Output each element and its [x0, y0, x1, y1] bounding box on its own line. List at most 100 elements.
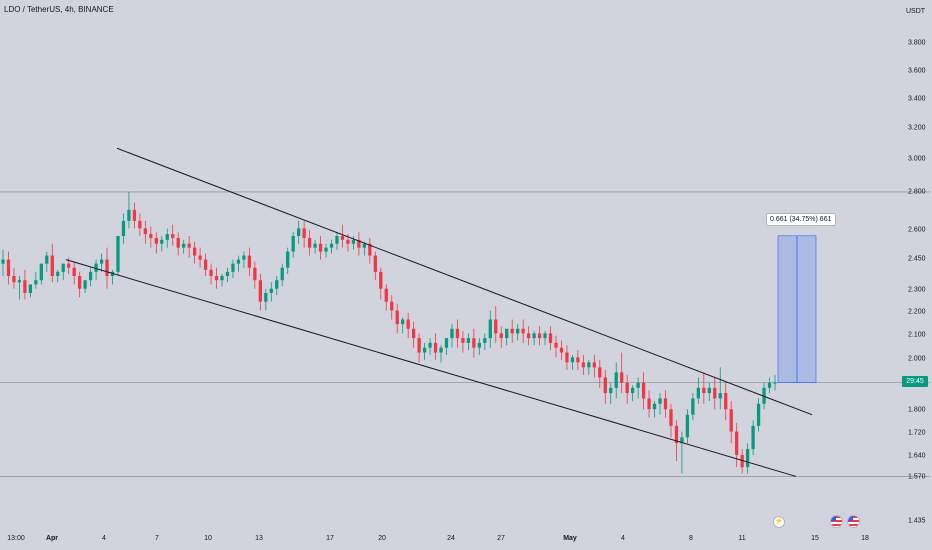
- candle-body: [609, 387, 613, 394]
- candle-body: [324, 247, 328, 252]
- candle-body: [297, 228, 301, 237]
- candle-body: [521, 328, 525, 334]
- y-tick-label: 2.450: [908, 256, 926, 263]
- candle-body: [275, 280, 279, 289]
- y-tick-label: 2.200: [908, 309, 926, 316]
- candle-body: [160, 239, 164, 244]
- candle-body: [45, 255, 49, 264]
- us-flag-icon[interactable]: [830, 515, 843, 528]
- candle-body: [6, 259, 11, 277]
- candle-body: [83, 280, 87, 289]
- candle-body: [269, 288, 273, 293]
- y-tick-label: 1.720: [908, 430, 926, 437]
- candle-body: [745, 449, 750, 468]
- candle-body: [702, 387, 706, 394]
- candle-body: [214, 276, 219, 281]
- candle-body: [756, 403, 761, 426]
- candle-body: [329, 243, 334, 248]
- candle-body: [264, 292, 268, 302]
- candle-body: [598, 367, 602, 378]
- x-tick-label: 17: [326, 535, 334, 542]
- candle-body: [401, 319, 405, 325]
- y-tick-label: 3.600: [908, 68, 926, 75]
- candle-body: [641, 382, 646, 399]
- candle-body: [565, 352, 569, 363]
- candle-body: [592, 362, 596, 368]
- candle-body: [680, 437, 684, 444]
- candle-body: [291, 236, 295, 252]
- candle-body: [12, 276, 16, 283]
- x-tick-label: 15: [811, 535, 819, 542]
- flash-icon[interactable]: ⚡: [773, 516, 785, 528]
- candle-body: [23, 280, 27, 293]
- x-tick-label: 8: [689, 535, 693, 542]
- candle-body: [318, 243, 323, 252]
- candle-body: [674, 425, 679, 444]
- candle-body: [220, 276, 224, 281]
- candle-body: [198, 255, 202, 260]
- candle-body: [439, 347, 443, 353]
- candle-body: [450, 328, 454, 339]
- candle-body: [236, 259, 241, 264]
- candle-body: [669, 409, 673, 426]
- candle-body: [543, 333, 547, 339]
- candle-body: [99, 259, 104, 264]
- candle-body: [149, 234, 153, 238]
- y-tick-label: 3.400: [908, 96, 926, 103]
- candle-body: [176, 237, 180, 248]
- candle-body: [466, 338, 471, 343]
- candle-body: [614, 372, 618, 388]
- candle-body: [28, 284, 33, 293]
- candle-body: [39, 263, 43, 281]
- candle-body: [472, 338, 476, 348]
- x-tick-label: 18: [861, 535, 869, 542]
- candle-body: [685, 414, 690, 438]
- candle-body: [729, 409, 733, 432]
- x-tick-label: 13: [255, 535, 263, 542]
- channel-upper-line: [116, 147, 813, 416]
- candle-body: [636, 382, 640, 388]
- candle-body: [17, 280, 22, 283]
- candle-body: [735, 431, 739, 455]
- candle-body: [625, 382, 629, 394]
- candle-body: [417, 338, 421, 353]
- candle-body: [280, 267, 284, 281]
- y-tick-label: 2.800: [908, 189, 926, 196]
- candle-body: [707, 387, 711, 394]
- candle-body: [384, 288, 388, 302]
- candle-body: [346, 239, 350, 244]
- y-tick-label: 3.800: [908, 40, 926, 47]
- candle-body: [209, 269, 213, 277]
- candle-body: [428, 342, 432, 348]
- candle-body: [691, 398, 695, 415]
- candle-body: [548, 333, 553, 343]
- y-tick-label: 1.800: [908, 407, 926, 414]
- candle-body: [581, 362, 586, 368]
- us-flag-icon[interactable]: [847, 515, 860, 528]
- price-range-label: 0.661 (34.75%) 661: [766, 213, 836, 226]
- candle-body: [537, 333, 542, 339]
- y-tick-label: 2.100: [908, 332, 926, 339]
- candle-body: [499, 333, 503, 339]
- x-tick-label: 10: [204, 535, 212, 542]
- y-tick-label: 2.000: [908, 356, 926, 363]
- candle-body: [505, 328, 509, 339]
- candle-body: [362, 243, 367, 248]
- candle-body: [559, 347, 564, 353]
- x-tick-label: 4: [621, 535, 625, 542]
- candle-body: [247, 255, 252, 268]
- candle-body: [696, 387, 700, 399]
- y-tick-label: 2.600: [908, 227, 926, 234]
- symbol-title[interactable]: LDO / TetherUS, 4h, BINANCE: [4, 5, 114, 14]
- candle-body: [203, 259, 208, 270]
- candle-body: [395, 310, 399, 325]
- candle-body: [143, 228, 147, 235]
- candle-body: [713, 387, 717, 399]
- candle-body: [740, 455, 744, 468]
- candle-body: [576, 357, 580, 363]
- candle-body: [526, 333, 531, 339]
- current-price-badge: 29:45: [902, 376, 928, 387]
- candle-body: [368, 243, 372, 256]
